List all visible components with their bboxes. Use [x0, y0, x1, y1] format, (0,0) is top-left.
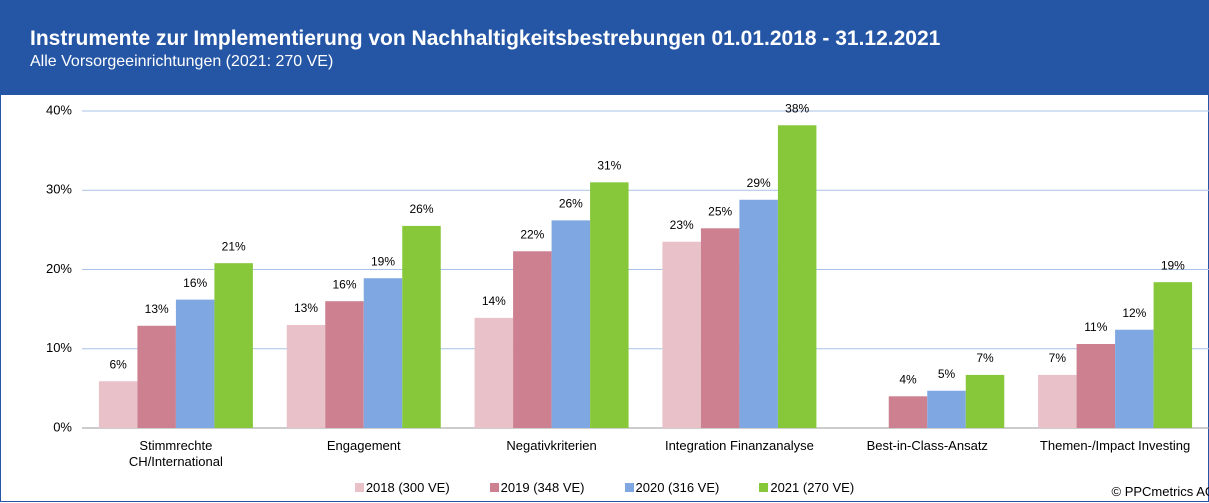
x-tick-label: Engagement: [326, 438, 401, 453]
x-tick-label: Themen-/Impact Investing: [1039, 438, 1191, 453]
legend-label: 2018 (300 VE): [365, 480, 450, 495]
data-label: 5%: [938, 367, 956, 381]
data-label: 19%: [1161, 258, 1185, 272]
legend-swatch: [489, 483, 499, 492]
bar: [363, 278, 403, 428]
data-label: 19%: [371, 254, 395, 268]
data-label: 16%: [332, 277, 356, 291]
bar: [175, 299, 215, 428]
y-tick-label: 0%: [53, 419, 72, 434]
data-label: 29%: [747, 176, 771, 190]
data-label: 21%: [222, 239, 246, 253]
bar: [98, 381, 138, 428]
bar: [1115, 329, 1154, 428]
legend-item: 2018 (300 VE): [354, 480, 450, 495]
bar: [214, 263, 253, 428]
legend: 2018 (300 VE) 2019 (348 VE) 2020 (316 VE) 2…: [0, 480, 1209, 495]
chart-subtitle: Alle Vorsorgeeinrichtungen (2021: 270 VE…: [30, 53, 334, 70]
data-label: 26%: [559, 197, 583, 211]
legend-item: 2021 (270 VE): [759, 480, 854, 495]
y-tick-label: 30%: [46, 182, 72, 197]
x-tick-label: Stimmrechte CH/International: [128, 438, 223, 469]
bar: [1076, 343, 1116, 428]
bar: [700, 228, 740, 428]
data-label: 6%: [109, 357, 127, 371]
x-tick-label: Integration Finanzanalyse: [664, 438, 814, 453]
legend-swatch: [759, 483, 769, 492]
data-label: 16%: [183, 276, 207, 290]
bar: [888, 396, 928, 428]
source: © PPCmetrics AG: [1111, 484, 1209, 499]
bar: [474, 317, 514, 428]
bar: [662, 241, 701, 428]
data-label: 25%: [708, 204, 732, 218]
y-tick-label: 10%: [46, 340, 72, 355]
x-tick-label: Negativkriterien: [506, 438, 597, 453]
bar: [137, 325, 176, 428]
bar: [965, 374, 1005, 428]
header: Instrumente zur Implementierung von Nach…: [0, 0, 1209, 95]
bar: [402, 225, 441, 428]
legend-label: 2019 (348 VE): [500, 480, 585, 495]
bar: [1038, 374, 1077, 428]
data-label: 4%: [899, 372, 917, 386]
data-label: 13%: [145, 302, 169, 316]
bar: [739, 199, 778, 428]
chart-title: Instrumente zur Implementierung von Nach…: [30, 27, 941, 50]
data-label: 14%: [482, 294, 506, 308]
bar: [325, 301, 364, 428]
legend-label: 2020 (316 VE): [635, 480, 720, 495]
legend-swatch: [354, 483, 364, 492]
data-label: 26%: [409, 202, 433, 216]
data-label: 7%: [976, 351, 994, 365]
bar: [777, 125, 817, 428]
data-label: 13%: [294, 301, 318, 315]
bar: [590, 182, 629, 428]
y-tick-label: 20%: [46, 261, 72, 276]
legend-item: 2020 (316 VE): [624, 480, 720, 495]
bar: [551, 220, 591, 428]
legend-swatch: [624, 483, 634, 492]
data-label: 11%: [1084, 320, 1107, 334]
data-label: 22%: [520, 227, 544, 241]
legend-item: 2019 (348 VE): [489, 480, 585, 495]
bar: [1153, 282, 1193, 428]
data-label: 31%: [597, 158, 621, 172]
bar: [927, 390, 966, 428]
x-tick-label: Best-in-Class-Ansatz: [866, 438, 988, 453]
y-tick-label: 40%: [46, 102, 72, 117]
bar: [286, 324, 326, 428]
data-label: 7%: [1049, 351, 1067, 365]
data-label: 38%: [785, 101, 809, 115]
legend-label: 2021 (270 VE): [770, 480, 855, 495]
bar: [513, 251, 552, 428]
data-label: 12%: [1122, 306, 1146, 320]
data-label: 23%: [670, 218, 694, 232]
